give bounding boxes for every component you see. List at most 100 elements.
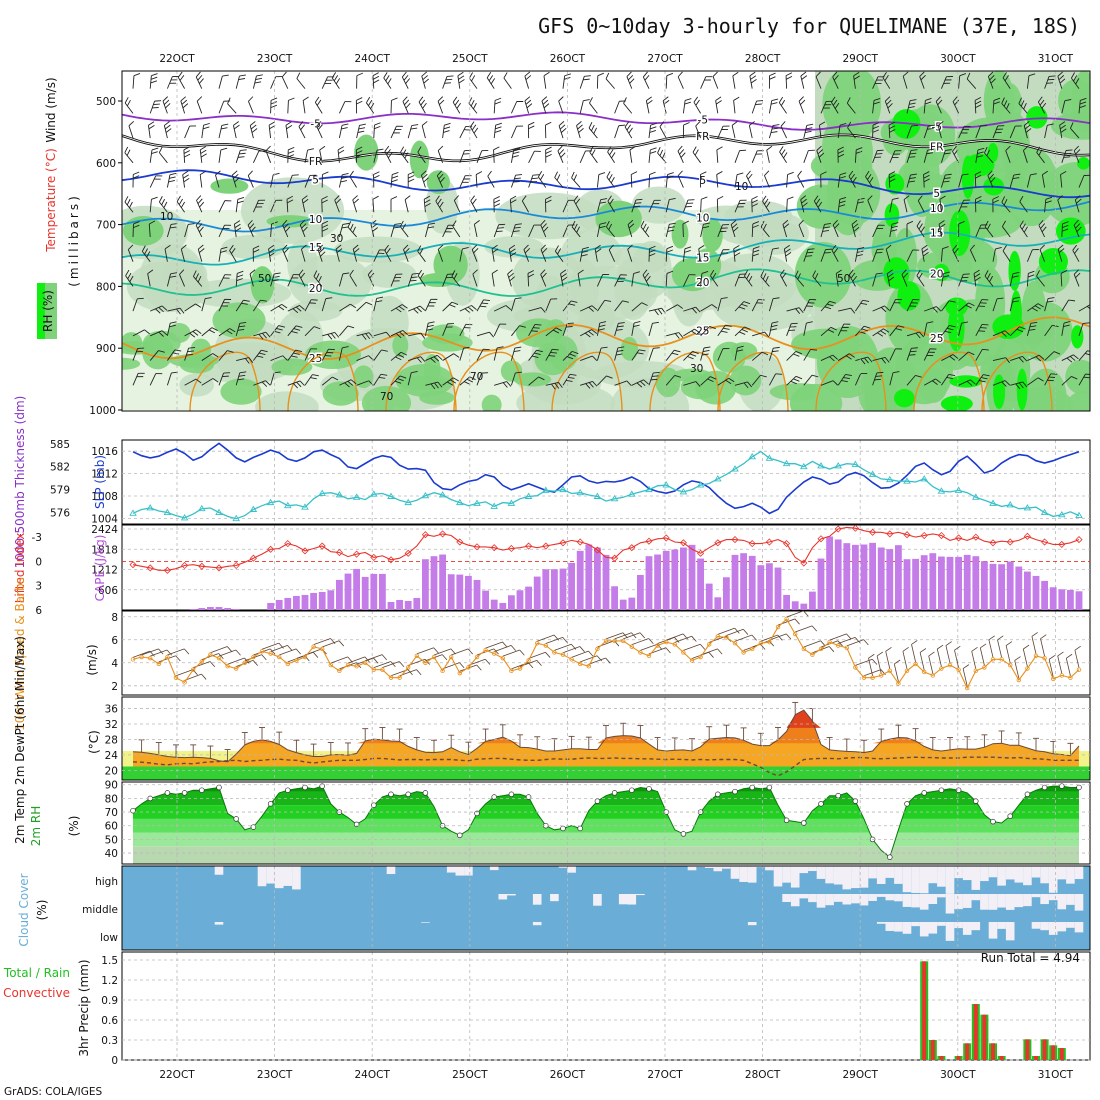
wind-barb <box>373 349 382 361</box>
barb-flag <box>268 248 275 253</box>
cloud-cell <box>885 866 895 878</box>
barb-flag <box>424 202 431 207</box>
barb-flag <box>855 150 863 154</box>
barb-flag <box>605 72 610 80</box>
wind-marker <box>199 659 204 664</box>
wind-marker <box>965 685 970 691</box>
barb-flag <box>512 155 519 158</box>
barb-flag <box>945 149 952 151</box>
barb-flag <box>454 195 459 201</box>
li-marker <box>439 530 447 538</box>
barb-flag <box>251 128 258 133</box>
barb-flag <box>609 149 614 156</box>
barb-flag <box>1053 351 1061 355</box>
barb-flag <box>199 78 204 84</box>
barb-flag <box>175 655 181 662</box>
wind-barb <box>560 273 564 287</box>
wind-barb <box>848 274 856 287</box>
wind-barb <box>665 349 675 361</box>
wind-barb <box>698 248 702 262</box>
cape-bar <box>757 565 765 610</box>
barb-flag <box>404 195 411 200</box>
rh-contour-label: 70 <box>380 391 393 403</box>
wind-marker <box>612 638 617 644</box>
barb-flag <box>975 199 982 204</box>
cloud-cell <box>876 894 886 897</box>
wind-barb <box>125 275 134 287</box>
barb-flag <box>588 122 593 129</box>
li-marker <box>267 545 275 553</box>
barb-flag <box>237 270 244 274</box>
wind-barb <box>958 351 969 361</box>
barb-flag <box>588 650 594 657</box>
isotherm-label: 25 <box>696 326 709 338</box>
wind-barb <box>846 102 856 114</box>
wind-barb <box>940 174 946 188</box>
wind-barb <box>954 650 959 668</box>
thickness-marker <box>542 486 550 493</box>
barb-flag <box>573 195 579 202</box>
barb-flag <box>347 325 355 329</box>
thickness-tick-label: 576 <box>50 508 70 520</box>
cape-axis-title: CAPE (J/kg) <box>93 535 107 602</box>
wind-barb <box>252 75 257 89</box>
barb-flag <box>833 248 839 254</box>
wind-barb <box>786 307 800 312</box>
wind-barb <box>201 378 214 386</box>
rh-blob-mid <box>255 391 319 411</box>
wind-barb <box>847 127 856 139</box>
barb-flag <box>558 121 565 127</box>
barb-flag <box>281 71 287 78</box>
barb-flag <box>677 71 683 78</box>
wind-barb <box>902 651 908 669</box>
cape-bar <box>774 567 782 610</box>
barb-flag <box>568 303 576 306</box>
barb-flag <box>176 195 181 202</box>
wind-barb <box>337 149 340 163</box>
wind-barb <box>433 648 452 656</box>
barb-flag <box>558 149 565 155</box>
wind-barb <box>352 199 358 213</box>
rh-band <box>133 846 1079 864</box>
wind-barb <box>451 275 461 287</box>
barb-flag <box>405 78 411 84</box>
barb-flag <box>321 195 328 200</box>
wind-barb <box>919 76 925 89</box>
wind-barb <box>819 125 822 139</box>
barb-flag <box>1084 353 1090 356</box>
barb-flag <box>974 171 982 175</box>
wind-barb <box>476 299 484 312</box>
wind-barb <box>923 125 929 139</box>
wind-barb <box>1031 636 1037 654</box>
barb-flag <box>992 199 999 204</box>
barb-flag <box>453 273 458 280</box>
barb-flag <box>434 382 439 389</box>
wind-barb <box>1061 100 1066 114</box>
wind-barb <box>235 323 241 336</box>
wind-barb <box>935 101 942 114</box>
wind-barb <box>162 100 168 114</box>
barb-flag <box>349 269 354 276</box>
cape-bar <box>482 590 489 610</box>
barb-flag <box>629 146 636 151</box>
barb-flag <box>1065 149 1073 151</box>
barb-flag <box>456 102 461 109</box>
wind-marker <box>724 635 729 640</box>
wind-barb <box>665 174 668 188</box>
rh-marker <box>422 790 429 796</box>
wind-barb <box>338 224 344 238</box>
rh-blob-green <box>305 340 361 370</box>
cloud-cell <box>550 894 559 902</box>
barb-flag <box>1075 223 1081 229</box>
li-marker <box>851 524 859 532</box>
barb-flag <box>628 127 633 134</box>
barb-flag <box>449 379 457 384</box>
wind-barb <box>1061 150 1067 163</box>
barb-flag <box>497 346 504 349</box>
wind-barb <box>442 353 454 361</box>
wind-barb <box>554 643 572 651</box>
wind-barb <box>322 331 335 337</box>
barb-flag <box>373 174 380 179</box>
wind-barb <box>872 249 878 262</box>
wind-marker <box>638 650 643 655</box>
